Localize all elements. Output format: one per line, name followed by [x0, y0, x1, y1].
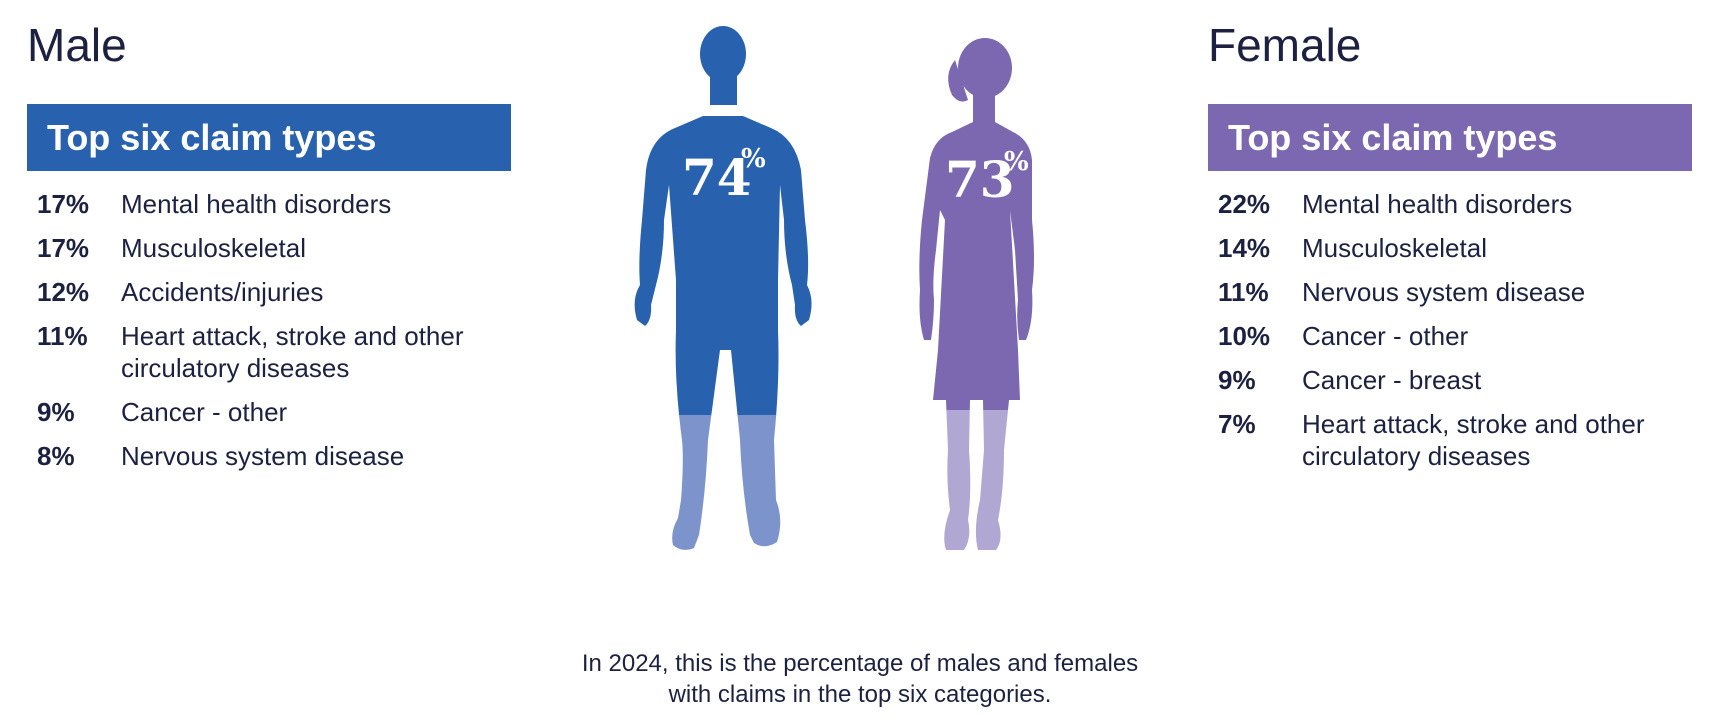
female-claim-item: 10% Cancer - other — [1218, 320, 1698, 352]
male-claim-item: 9% Cancer - other — [37, 396, 507, 428]
female-claim-item: 11% Nervous system disease — [1218, 276, 1698, 308]
female-silhouette-fill — [919, 38, 1034, 410]
female-claim-percent: 9% — [1218, 365, 1256, 395]
female-banner: Top six claim types — [1208, 104, 1692, 171]
male-claim-label: Mental health disorders — [121, 189, 392, 219]
male-claim-item: 17% Musculoskeletal — [37, 232, 507, 264]
male-heading: Male — [27, 19, 127, 71]
female-claim-item: 9% Cancer - breast — [1218, 364, 1698, 396]
female-claim-item: 22% Mental health disorders — [1218, 188, 1698, 220]
male-claim-percent: 12% — [37, 277, 90, 307]
female-claim-percent: 22% — [1218, 189, 1271, 219]
female-figure: 73 % — [919, 38, 1034, 550]
female-claim-percent: 7% — [1218, 409, 1256, 439]
female-percent-unit: % — [1004, 147, 1029, 177]
female-claim-item: 7% Heart attack, stroke and other circula… — [1218, 408, 1698, 472]
male-claim-label: Cancer - other — [121, 397, 288, 427]
male-claim-label: Heart attack, stroke and other circulato… — [121, 321, 464, 383]
female-heading: Female — [1208, 19, 1362, 71]
male-banner: Top six claim types — [27, 104, 511, 171]
female-claim-label: Heart attack, stroke and other circulato… — [1302, 409, 1645, 471]
male-claim-percent: 17% — [37, 189, 90, 219]
male-percent-value: 74 — [682, 148, 752, 207]
male-claim-label: Musculoskeletal — [121, 233, 306, 263]
female-claim-label: Nervous system disease — [1302, 277, 1586, 307]
female-claim-percent: 11% — [1218, 277, 1269, 307]
female-claim-percent: 14% — [1218, 233, 1271, 263]
male-claim-item: 11% Heart attack, stroke and other circul… — [37, 320, 507, 384]
male-figure: 74 % — [634, 26, 812, 550]
gender-figures-chart: 74 % 73 % — [634, 26, 1034, 550]
female-claim-list: 22% Mental health disorders 14% Musculoskel… — [1218, 188, 1698, 484]
male-silhouette-fill — [634, 26, 812, 416]
male-claim-percent: 17% — [37, 233, 90, 263]
female-claim-label: Mental health disorders — [1302, 189, 1573, 219]
chart-caption: In 2024, this is the percentage of males… — [581, 650, 1139, 708]
female-claim-label: Musculoskeletal — [1302, 233, 1487, 263]
male-claim-item: 8% Nervous system disease — [37, 440, 507, 472]
female-claim-label: Cancer - breast — [1302, 365, 1482, 395]
female-claim-percent: 10% — [1218, 321, 1271, 351]
male-claim-item: 12% Accidents/injuries — [37, 276, 507, 308]
female-claim-item: 14% Musculoskeletal — [1218, 232, 1698, 264]
male-claim-label: Accidents/injuries — [121, 277, 324, 307]
female-percent-value: 73 — [945, 150, 1015, 209]
male-claim-percent: 11% — [37, 321, 88, 351]
male-claim-label: Nervous system disease — [121, 441, 405, 471]
male-claim-item: 17% Mental health disorders — [37, 188, 507, 220]
male-claim-list: 17% Mental health disorders 17% Musculoskel… — [37, 188, 507, 484]
male-claim-percent: 8% — [37, 441, 75, 471]
female-claim-label: Cancer - other — [1302, 321, 1469, 351]
male-percent-unit: % — [741, 144, 766, 174]
male-claim-percent: 9% — [37, 397, 75, 427]
